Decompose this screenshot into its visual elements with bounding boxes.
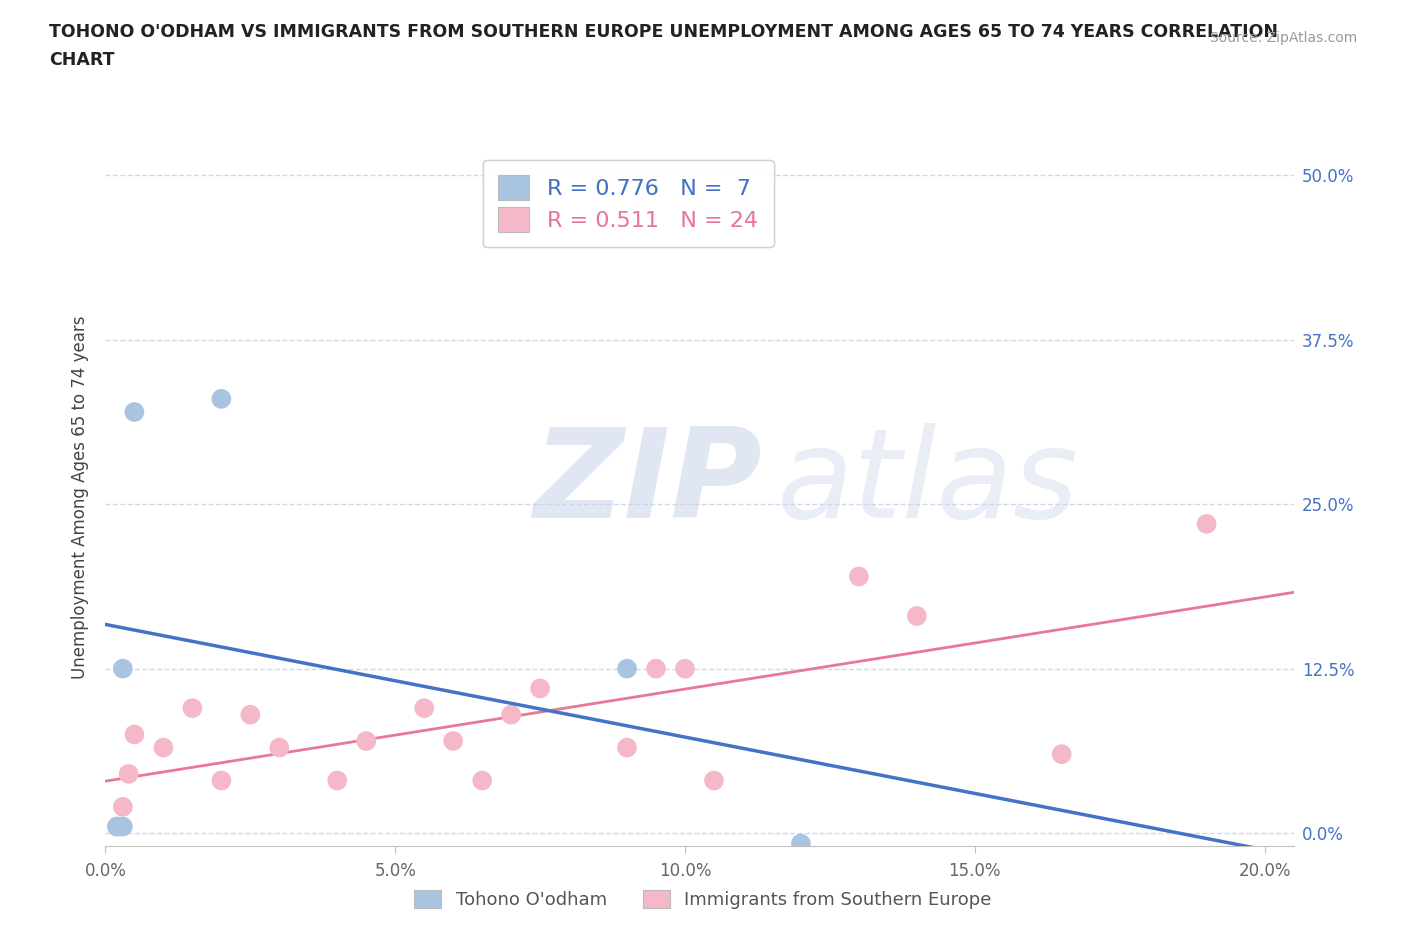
Text: TOHONO O'ODHAM VS IMMIGRANTS FROM SOUTHERN EUROPE UNEMPLOYMENT AMONG AGES 65 TO : TOHONO O'ODHAM VS IMMIGRANTS FROM SOUTHE… <box>49 23 1278 41</box>
Text: ZIP: ZIP <box>533 423 762 544</box>
Point <box>616 661 638 676</box>
Point <box>616 740 638 755</box>
Point <box>790 836 813 851</box>
Point <box>673 661 696 676</box>
Text: Source: ZipAtlas.com: Source: ZipAtlas.com <box>1209 31 1357 45</box>
Point <box>703 773 725 788</box>
Point <box>354 734 377 749</box>
Point <box>181 700 204 715</box>
Point <box>441 734 464 749</box>
Legend: R = 0.776   N =  7, R = 0.511   N = 24: R = 0.776 N = 7, R = 0.511 N = 24 <box>482 160 773 247</box>
Point <box>413 700 436 715</box>
Point <box>111 819 134 834</box>
Legend: Tohono O'odham, Immigrants from Southern Europe: Tohono O'odham, Immigrants from Southern… <box>406 883 1000 916</box>
Point <box>1050 747 1073 762</box>
Text: CHART: CHART <box>49 51 115 69</box>
Point <box>239 707 262 722</box>
Y-axis label: Unemployment Among Ages 65 to 74 years: Unemployment Among Ages 65 to 74 years <box>72 316 90 679</box>
Point <box>209 773 232 788</box>
Point <box>152 740 174 755</box>
Point <box>117 766 139 781</box>
Point <box>326 773 349 788</box>
Point <box>269 740 291 755</box>
Point <box>111 800 134 815</box>
Point <box>1195 516 1218 531</box>
Point <box>905 608 928 623</box>
Point <box>848 569 870 584</box>
Point <box>501 707 523 722</box>
Point <box>111 661 134 676</box>
Text: atlas: atlas <box>776 423 1078 544</box>
Point <box>105 819 128 834</box>
Point <box>645 661 668 676</box>
Point <box>105 819 128 834</box>
Point <box>124 405 146 419</box>
Point <box>209 392 232 406</box>
Point <box>471 773 494 788</box>
Point <box>529 681 551 696</box>
Point <box>124 727 146 742</box>
